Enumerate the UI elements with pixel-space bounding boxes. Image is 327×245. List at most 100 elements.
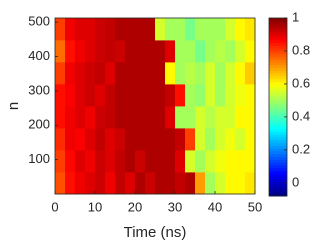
- colorbar-frame: [268, 17, 288, 197]
- heat-cell: [105, 18, 116, 41]
- heat-cell: [195, 40, 206, 63]
- heat-cell: [105, 106, 116, 129]
- heat-cell: [235, 62, 246, 85]
- heat-cell: [115, 84, 126, 107]
- colorbar-segment: [269, 154, 287, 158]
- colorbar-segment: [269, 182, 287, 186]
- heat-cell: [65, 84, 76, 107]
- heat-cell: [135, 172, 146, 195]
- heat-cell: [185, 84, 196, 107]
- colorbar-segment: [269, 173, 287, 178]
- heat-cell: [145, 150, 156, 173]
- colorbar-segment: [269, 120, 287, 125]
- heat-cell: [55, 18, 66, 41]
- heat-cell: [105, 128, 116, 151]
- colorbar-segment: [269, 45, 287, 50]
- heat-cell: [125, 128, 136, 151]
- colorbar-segment: [269, 43, 287, 47]
- heat-cell: [55, 150, 66, 173]
- heat-cell: [225, 62, 236, 85]
- heat-cell: [75, 106, 86, 129]
- heat-cell: [155, 172, 166, 195]
- colorbar-tick-label: 0.8: [292, 42, 310, 57]
- heat-cell: [105, 40, 116, 63]
- heat-cell: [95, 150, 106, 173]
- heat-cell: [195, 128, 206, 151]
- heat-cell: [245, 84, 256, 107]
- heat-cell: [155, 128, 166, 151]
- heat-cell: [235, 172, 246, 195]
- heat-cell: [245, 62, 256, 85]
- heat-cell: [155, 40, 166, 63]
- heat-cell: [145, 40, 156, 63]
- heat-cell: [85, 84, 96, 107]
- colorbar-segment: [269, 34, 287, 38]
- heat-cell: [155, 62, 166, 85]
- heat-cell: [215, 84, 226, 107]
- heat-cell: [165, 18, 176, 41]
- heat-cell: [215, 150, 226, 173]
- heat-cell: [75, 128, 86, 151]
- heat-cell: [185, 62, 196, 85]
- heat-cell: [225, 128, 236, 151]
- colorbar-segment: [269, 104, 287, 108]
- heat-cell: [135, 106, 146, 129]
- heat-cell: [55, 62, 66, 85]
- heat-cell: [115, 18, 126, 41]
- heat-cell: [205, 62, 216, 85]
- heat-cell: [225, 18, 236, 41]
- colorbar-segment: [269, 18, 287, 22]
- heat-cell: [55, 172, 66, 195]
- colorbar-segment: [269, 48, 287, 52]
- colorbar-segment: [269, 107, 287, 111]
- heat-cell: [65, 40, 76, 63]
- heat-cell: [235, 40, 246, 63]
- y-tick-label: 500: [28, 14, 50, 29]
- heat-cell: [245, 106, 256, 129]
- colorbar-segment: [269, 162, 287, 166]
- heat-cell: [95, 40, 106, 63]
- colorbar-segment: [269, 159, 287, 164]
- heat-cell: [205, 150, 216, 173]
- heat-cell: [225, 40, 236, 63]
- heat-cell: [65, 106, 76, 129]
- heat-cell: [75, 172, 86, 195]
- heat-cell: [75, 18, 86, 41]
- heat-cell: [205, 172, 216, 195]
- heat-cell: [225, 172, 236, 195]
- heat-cell: [55, 84, 66, 107]
- colorbar-tick-label: 0.4: [292, 108, 310, 123]
- colorbar-segment: [269, 31, 287, 36]
- y-tick-label: 200: [28, 117, 50, 132]
- heat-cell: [195, 106, 206, 129]
- heat-cell: [215, 172, 226, 195]
- heat-cell: [135, 62, 146, 85]
- colorbar-segment: [269, 37, 287, 41]
- heat-cell: [115, 62, 126, 85]
- x-tick-label: 10: [88, 199, 102, 214]
- colorbar-segment: [269, 134, 287, 139]
- heat-cell: [145, 128, 156, 151]
- heat-cell: [175, 128, 186, 151]
- heat-cell: [185, 150, 196, 173]
- heat-cell: [65, 62, 76, 85]
- colorbar-segment: [269, 115, 287, 119]
- heat-cell: [65, 150, 76, 173]
- colorbar-tick-label: 0.2: [292, 141, 310, 156]
- heat-cell: [105, 84, 116, 107]
- heat-cell: [105, 172, 116, 195]
- heat-cell: [195, 18, 206, 41]
- heat-cell: [115, 106, 126, 129]
- heat-cell: [165, 40, 176, 63]
- heat-cell: [185, 106, 196, 129]
- colorbar-segment: [269, 95, 287, 100]
- heat-cell: [85, 150, 96, 173]
- heat-cell: [125, 106, 136, 129]
- colorbar-segment: [269, 143, 287, 147]
- heat-cell: [215, 18, 226, 41]
- heat-cell: [235, 150, 246, 173]
- plot-frame: [54, 17, 256, 195]
- colorbar-segment: [269, 168, 287, 172]
- heat-cell: [165, 62, 176, 85]
